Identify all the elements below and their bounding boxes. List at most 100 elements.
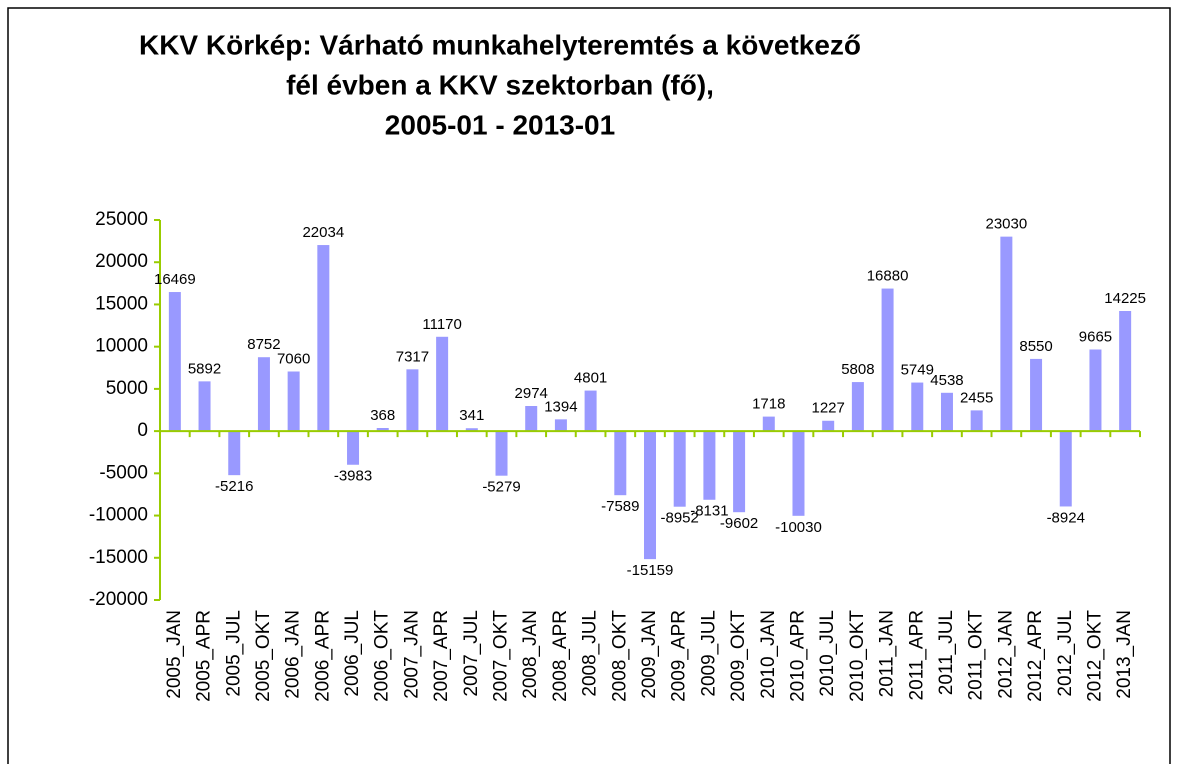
bar [525,405,538,432]
x-tick-label: 2013_JAN [1114,610,1135,699]
x-tick-label: 2007_OKT [491,610,512,702]
data-label: 1394 [544,398,577,415]
data-label: 16880 [867,268,909,285]
data-label: -5279 [482,479,520,496]
bar [1000,236,1013,432]
x-tick-label: 2007_JUL [461,610,482,697]
y-tick-label: 25000 [95,209,148,230]
data-label: 7317 [396,348,429,365]
x-tick-label: 2007_JAN [401,610,422,699]
data-label: 16469 [154,271,196,288]
data-label: 5808 [841,361,874,378]
data-label: -3983 [334,468,372,485]
data-label: 2455 [960,389,993,406]
bar [465,428,478,432]
x-tick-label: 2008_OKT [609,610,630,702]
bar [673,431,686,507]
bar [644,431,656,560]
bar [1119,310,1132,432]
bar [347,431,360,465]
bar [822,420,835,432]
bar [584,390,597,432]
data-label: 4538 [930,372,963,389]
data-label: -15159 [627,562,674,579]
bar [287,371,300,432]
bar [792,431,805,516]
bar [1059,431,1072,507]
y-tick-label: 5000 [106,378,148,399]
data-label: 5749 [901,362,934,379]
y-tick-label: 15000 [95,293,148,314]
data-label: -10030 [775,519,822,536]
data-label: -8924 [1047,509,1085,526]
bar [376,428,389,432]
data-label: 14225 [1104,290,1146,307]
x-tick-label: 2006_APR [312,610,333,702]
bar [1089,349,1102,432]
data-label: -5216 [215,478,253,495]
bar [257,357,270,432]
x-tick-label: 2005_OKT [253,610,274,702]
x-tick-label: 2011_APR [906,610,927,701]
x-tick-label: 2011_JAN [877,610,898,697]
bar [703,431,716,500]
data-label: 1227 [811,400,844,417]
x-tick-label: 2006_JAN [283,610,304,699]
bar [911,382,924,432]
x-tick-label: 2012_JUL [1055,610,1076,697]
bar [1030,358,1043,432]
x-tick-label: 2010_JUL [817,610,838,697]
data-label: 23030 [986,216,1028,233]
x-tick-label: 2006_JUL [342,610,363,697]
x-tick-label: 2012_JAN [995,610,1016,699]
x-tick-label: 2009_JAN [639,610,660,699]
bar [970,410,983,432]
x-tick-label: 2008_JAN [520,610,541,699]
bar [168,292,181,432]
bar [406,369,419,432]
chart-title: KKV Körkép: Várható munkahelyteremtés a … [139,29,861,60]
data-label: 5892 [188,360,221,377]
chart-title: fél évben a KKV szektorban (fő), [286,69,714,100]
x-tick-label: 2009_JUL [698,610,719,697]
x-tick-label: 2011_JUL [936,610,957,695]
bar [762,416,775,432]
bar [198,381,211,432]
y-tick-label: -5000 [99,462,148,483]
y-tick-label: -20000 [89,589,148,610]
data-label: 8752 [247,336,280,353]
data-label: 1718 [752,396,785,413]
bar [317,245,330,432]
data-label: 7060 [277,350,310,367]
x-tick-label: 2005_JAN [164,610,185,699]
data-label: 341 [459,407,484,424]
data-label: 4801 [574,370,607,387]
data-label: 2974 [515,385,548,402]
bar [851,382,864,432]
bar [940,392,953,432]
x-tick-label: 2012_APR [1025,610,1046,702]
x-tick-label: 2005_APR [194,610,215,702]
x-tick-label: 2010_OKT [847,610,868,702]
x-tick-label: 2005_JUL [223,610,244,697]
x-tick-label: 2010_APR [788,610,809,702]
bar [554,419,567,432]
data-label: 8550 [1019,338,1052,355]
y-tick-label: 0 [137,420,148,441]
bar [881,288,894,432]
data-label: 11170 [422,316,462,333]
y-tick-label: 20000 [95,251,148,272]
y-tick-label: -10000 [89,505,148,526]
data-label: 368 [370,407,395,424]
data-label: -8131 [690,503,728,520]
x-tick-label: 2011_OKT [966,610,987,701]
bar [495,431,508,476]
x-tick-label: 2009_OKT [728,610,749,702]
bar [733,431,746,513]
x-tick-label: 2008_APR [550,610,571,702]
bar [228,431,241,476]
chart-title: 2005-01 - 2013-01 [385,109,615,140]
data-label: 22034 [302,224,344,241]
x-tick-label: 2006_OKT [372,610,393,702]
